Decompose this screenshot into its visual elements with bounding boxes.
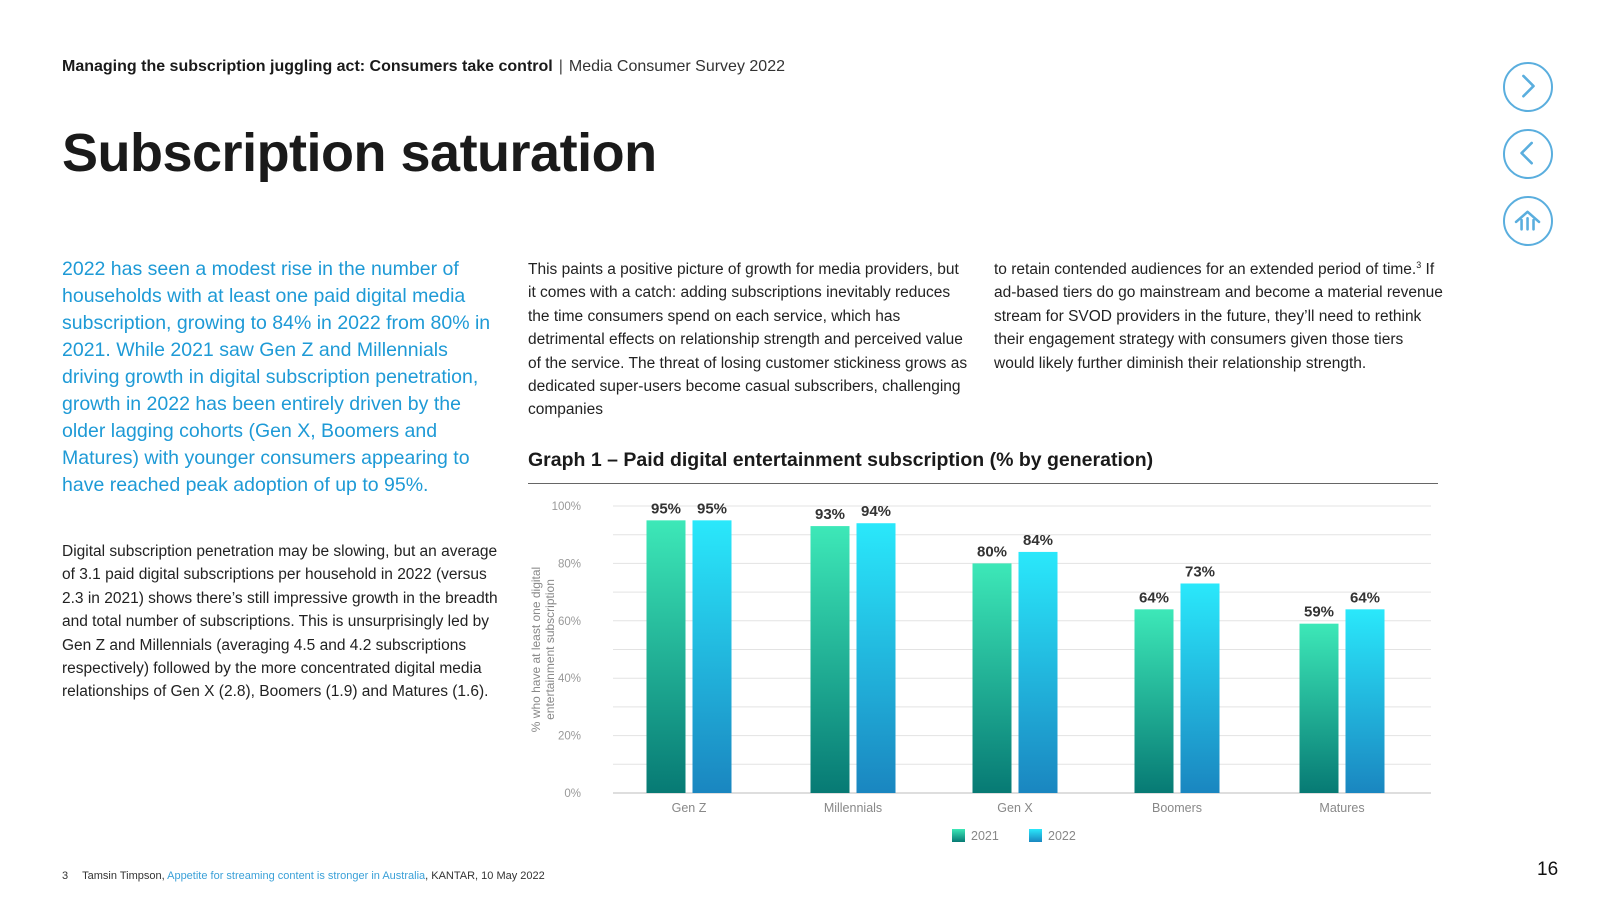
bar-value-label: 93% <box>815 506 845 523</box>
bar-value-label: 64% <box>1350 589 1380 606</box>
next-page-button[interactable] <box>1503 62 1553 112</box>
x-tick-label: Gen X <box>997 801 1033 815</box>
bar-2021-boomers <box>1134 609 1174 793</box>
legend-label-2022: 2022 <box>1048 829 1076 843</box>
bar-2022-gen-x <box>1018 551 1058 793</box>
graph-title-rule <box>528 483 1438 484</box>
y-tick-label: 100% <box>552 501 581 513</box>
column-two-paragraph: This paints a positive picture of growth… <box>528 261 968 419</box>
y-axis-label: % who have at least one digitalentertain… <box>529 567 557 732</box>
previous-page-button[interactable] <box>1503 129 1553 179</box>
home-button[interactable] <box>1503 196 1553 246</box>
bar-2022-gen-z <box>692 520 732 793</box>
chevron-left-icon <box>1520 141 1533 165</box>
header-subtitle: Media Consumer Survey 2022 <box>568 58 785 75</box>
bar-2021-gen-x <box>972 563 1012 793</box>
home-icon <box>1514 210 1541 231</box>
lead-paragraph: 2022 has seen a modest rise in the numbe… <box>62 258 491 496</box>
header-title: Managing the subscription juggling act: … <box>62 58 553 75</box>
bar-chart: 0% 20% 40% 60% 80% 100% % who have at least on… <box>529 500 1431 843</box>
bar-2022-matures <box>1345 609 1385 793</box>
legend-swatch-2021 <box>952 829 965 842</box>
bar-value-label: 64% <box>1139 589 1169 606</box>
bar-value-label: 95% <box>651 500 681 517</box>
footnote-link[interactable]: Appetite for streaming content is strong… <box>167 870 426 882</box>
body-paragraph: Digital subscription penetration may be … <box>62 543 498 701</box>
footnote-author: Tamsin Timpson, <box>82 870 168 882</box>
x-tick-label: Gen Z <box>672 801 707 815</box>
y-tick-label: 20% <box>558 731 581 743</box>
bar-2021-millennials <box>810 526 850 793</box>
footnote-reference[interactable]: 3 <box>1416 259 1422 270</box>
y-tick-label: 0% <box>564 788 581 800</box>
document-header: Managing the subscription juggling act: … <box>62 58 785 76</box>
y-tick-label: 40% <box>558 673 581 685</box>
header-separator: | <box>558 58 563 75</box>
footnote: 3 Tamsin Timpson, Appetite for streaming … <box>62 870 545 882</box>
x-tick-label: Millennials <box>824 801 882 815</box>
footnote-source: , KANTAR, 10 May 2022 <box>425 870 545 882</box>
page-number: 16 <box>1537 859 1559 880</box>
y-axis-label-line1: % who have at least one digital <box>529 567 543 732</box>
bar-value-label: 80% <box>977 543 1007 560</box>
legend-label-2021: 2021 <box>971 829 999 843</box>
graph-title: Graph 1 – Paid digital entertainment sub… <box>528 449 1154 471</box>
bar-value-label: 84% <box>1023 532 1053 549</box>
x-tick-label: Boomers <box>1152 801 1202 815</box>
column-three-text-after: If ad-based tiers do go mainstream and b… <box>994 261 1443 372</box>
bar-value-label: 94% <box>861 503 891 520</box>
page-title: Subscription saturation <box>62 123 657 183</box>
bar-2022-millennials <box>856 523 896 793</box>
y-tick-label: 80% <box>558 558 581 570</box>
footnote-number: 3 <box>62 870 69 882</box>
y-tick-label: 60% <box>558 616 581 628</box>
column-three-text-before: to retain contended audiences for an ext… <box>994 261 1417 278</box>
bar-2022-boomers <box>1180 583 1220 793</box>
bar-value-label: 73% <box>1185 563 1215 580</box>
x-tick-label: Matures <box>1319 801 1364 815</box>
bar-2021-matures <box>1299 623 1339 793</box>
bar-2021-gen-z <box>646 520 686 793</box>
bar-value-label: 59% <box>1304 604 1334 621</box>
bar-value-label: 95% <box>697 500 727 517</box>
column-three-paragraph: to retain contended audiences for an ext… <box>994 258 1444 375</box>
y-axis-label-line2: entertainment subscription <box>543 579 557 720</box>
chevron-right-icon <box>1522 74 1535 98</box>
legend-swatch-2022 <box>1029 829 1042 842</box>
